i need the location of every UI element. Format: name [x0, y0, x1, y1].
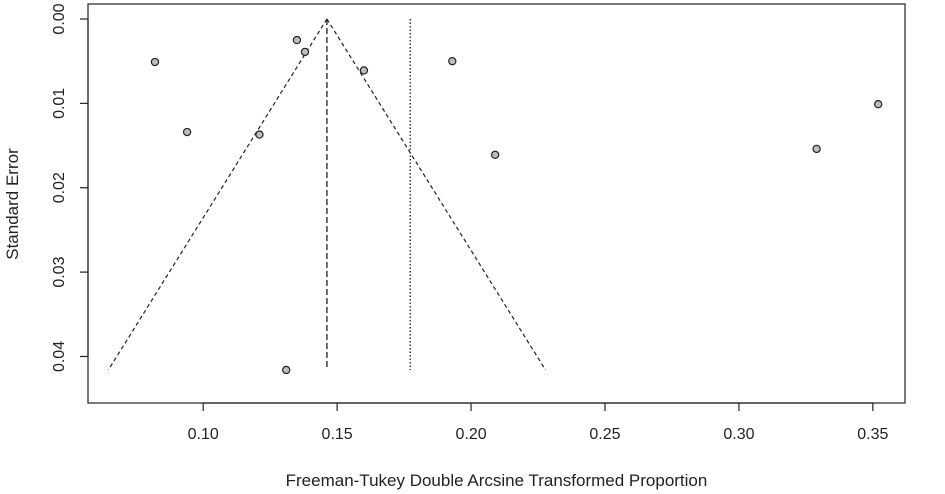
y-axis: 0.00 0.01 0.02 0.03 0.04	[51, 3, 89, 372]
x-tick-label: 0.15	[322, 426, 353, 443]
y-tick-label: 0.00	[51, 3, 68, 34]
y-tick-label: 0.02	[51, 172, 68, 203]
data-point	[812, 144, 821, 154]
x-tick-label: 0.30	[723, 426, 754, 443]
y-axis-label: Standard Error	[3, 148, 22, 260]
funnel-right-line	[326, 18, 547, 371]
x-tick-label: 0.20	[455, 426, 486, 443]
x-axis-label: Freeman-Tukey Double Arcsine Transformed…	[286, 471, 708, 490]
x-tick-label: 0.10	[188, 426, 219, 443]
data-point	[182, 127, 192, 137]
data-point	[874, 100, 883, 109]
data-point	[282, 365, 291, 375]
data-point	[255, 130, 264, 139]
data-point	[359, 66, 369, 75]
x-axis: 0.10 0.15 0.20 0.25 0.30 0.35	[188, 402, 889, 443]
data-point	[292, 35, 302, 45]
funnel-left-line	[107, 18, 328, 371]
plot-frame	[87, 3, 906, 404]
data-point	[150, 57, 160, 67]
x-tick-label: 0.35	[857, 426, 888, 443]
data-point	[300, 47, 310, 57]
data-point	[448, 56, 457, 66]
data-points	[150, 35, 883, 375]
x-tick-label: 0.25	[589, 426, 620, 443]
data-point	[490, 150, 500, 160]
y-tick-label: 0.03	[51, 256, 68, 287]
y-tick-label: 0.04	[51, 341, 68, 372]
y-tick-label: 0.01	[51, 88, 68, 119]
